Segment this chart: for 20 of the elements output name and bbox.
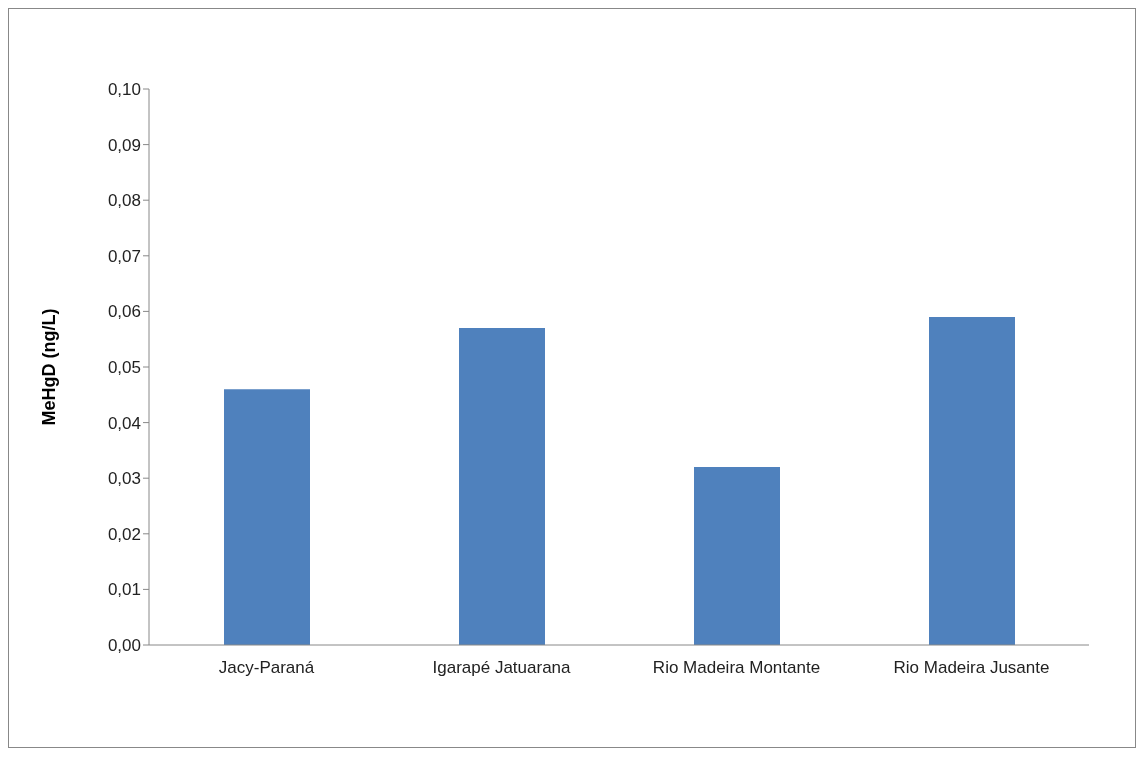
y-tick-label: 0,10 xyxy=(107,80,141,100)
bar xyxy=(694,467,780,645)
y-axis-title: MeHgD (ng/L) xyxy=(39,308,60,426)
y-tick-label: 0,02 xyxy=(107,524,141,544)
y-tick-label: 0,00 xyxy=(107,636,141,656)
y-tick-label: 0,08 xyxy=(107,191,141,211)
y-tick-label: 0,01 xyxy=(107,580,141,600)
bar xyxy=(224,389,310,645)
y-tick-label: 0,07 xyxy=(107,246,141,266)
bar xyxy=(929,316,1015,645)
x-tick-label: Igarapé Jatuarana xyxy=(432,658,572,678)
x-tick-label: Rio Madeira Jusante xyxy=(893,658,1050,678)
y-tick-label: 0,05 xyxy=(107,358,141,378)
y-tick-label: 0,03 xyxy=(107,469,141,489)
bar xyxy=(459,328,545,645)
y-tick-label: 0,06 xyxy=(107,302,141,322)
x-tick-label: Jacy-Paraná xyxy=(218,658,315,678)
x-tick-label: Rio Madeira Montante xyxy=(652,658,821,678)
y-tick-label: 0,04 xyxy=(107,413,141,433)
y-tick-label: 0,09 xyxy=(107,135,141,155)
